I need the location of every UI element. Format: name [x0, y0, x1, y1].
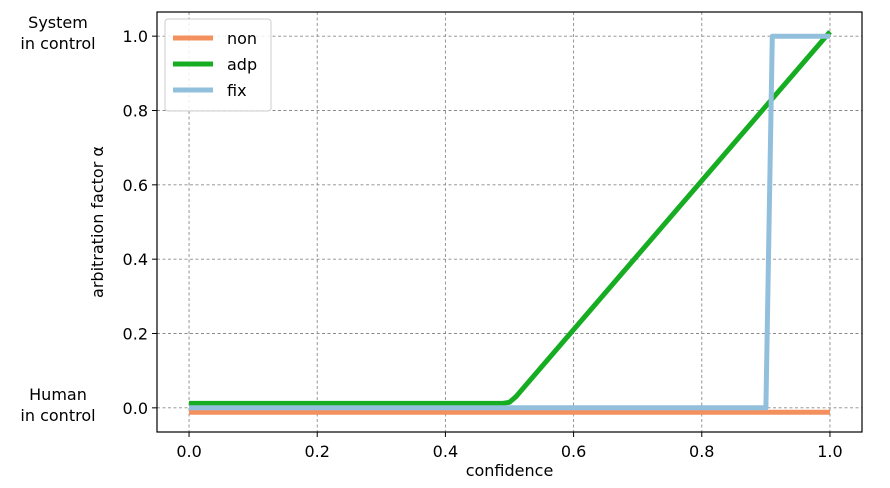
legend-label-fix: fix [227, 81, 247, 100]
y-tick-label: 0.4 [123, 250, 148, 269]
series-line-adp [189, 30, 832, 406]
x-tick-label: 0.2 [305, 442, 330, 461]
x-axis-label: confidence [466, 461, 554, 480]
x-tick-label: 1.0 [817, 442, 842, 461]
y-tick-label: 0.6 [123, 176, 148, 195]
y-axis-label: arbitration factor α [88, 146, 107, 298]
annotation-0-line-0: System [28, 13, 88, 32]
annotations: System in control Human in control [20, 13, 95, 425]
y-tick-label: 0.2 [123, 325, 148, 344]
annotation-1-line-1: in control [20, 406, 95, 425]
y-tick-label: 1.0 [123, 27, 148, 46]
series-lines [189, 30, 832, 415]
x-tick-label: 0.6 [561, 442, 586, 461]
x-tick-label: 0.4 [433, 442, 458, 461]
legend-label-non: non [227, 29, 257, 48]
x-tick-label: 0.8 [689, 442, 714, 461]
legend-label-adp: adp [227, 55, 257, 74]
legend: non adp fix [164, 18, 272, 112]
x-axis: 0.0 0.2 0.4 0.6 0.8 1.0 [176, 432, 843, 461]
annotation-0-line-1: in control [20, 34, 95, 53]
y-tick-label: 0.0 [123, 399, 148, 418]
plot-frame [156, 11, 863, 433]
y-axis: 0.0 0.2 0.4 0.6 0.8 1.0 [123, 27, 157, 418]
x-tick-label: 0.0 [176, 442, 201, 461]
series-line-fix [189, 33, 830, 411]
y-tick-label: 0.8 [123, 101, 148, 120]
annotation-1-line-0: Human [29, 385, 87, 404]
